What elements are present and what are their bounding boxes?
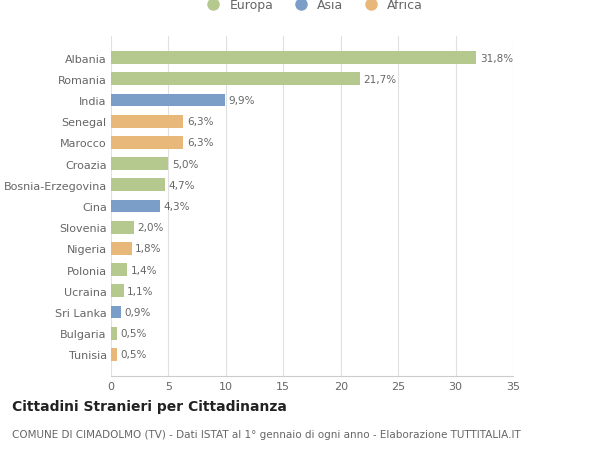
Text: 0,9%: 0,9% (125, 308, 151, 317)
Bar (111, 137, 184, 150)
Bar (111, 52, 476, 65)
Bar (111, 95, 225, 107)
Text: 1,4%: 1,4% (131, 265, 157, 275)
Bar (111, 73, 360, 86)
Bar (111, 263, 127, 276)
Bar (111, 306, 121, 319)
Bar (111, 221, 134, 234)
Bar (111, 348, 117, 361)
Bar (111, 158, 169, 171)
Text: 5,0%: 5,0% (172, 159, 198, 169)
Text: 31,8%: 31,8% (479, 54, 513, 63)
Text: 9,9%: 9,9% (228, 96, 254, 106)
Text: 6,3%: 6,3% (187, 138, 214, 148)
Text: 1,8%: 1,8% (135, 244, 161, 254)
Text: Cittadini Stranieri per Cittadinanza: Cittadini Stranieri per Cittadinanza (12, 399, 287, 413)
Text: COMUNE DI CIMADOLMO (TV) - Dati ISTAT al 1° gennaio di ogni anno - Elaborazione : COMUNE DI CIMADOLMO (TV) - Dati ISTAT al… (12, 429, 521, 439)
Text: 4,3%: 4,3% (164, 202, 190, 212)
Text: 0,5%: 0,5% (120, 350, 146, 359)
Text: 0,5%: 0,5% (120, 329, 146, 338)
Bar (111, 242, 131, 255)
Text: 6,3%: 6,3% (187, 117, 214, 127)
Text: 2,0%: 2,0% (137, 223, 164, 233)
Bar (111, 285, 124, 297)
Text: 1,1%: 1,1% (127, 286, 154, 296)
Bar (111, 200, 160, 213)
Bar (111, 327, 117, 340)
Text: 4,7%: 4,7% (169, 180, 195, 190)
Legend: Europa, Asia, Africa: Europa, Asia, Africa (196, 0, 428, 17)
Bar (111, 179, 165, 192)
Bar (111, 116, 184, 129)
Text: 21,7%: 21,7% (364, 75, 397, 84)
